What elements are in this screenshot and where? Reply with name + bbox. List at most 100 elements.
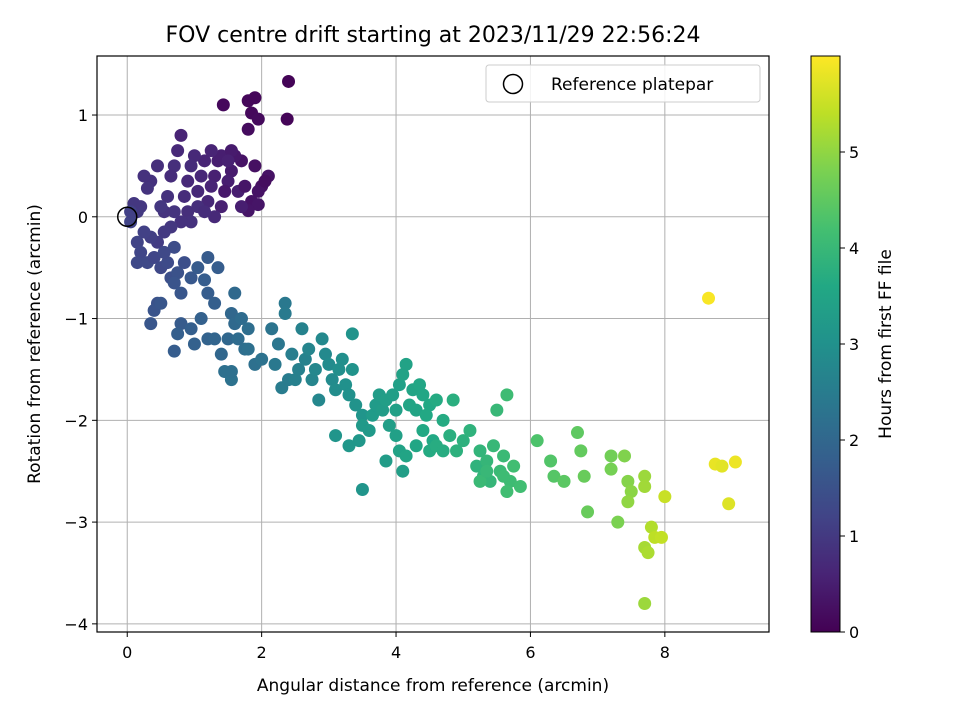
data-point (184, 322, 198, 336)
data-point (164, 169, 178, 183)
data-point (456, 434, 470, 448)
data-point (641, 546, 655, 560)
data-point (409, 439, 423, 453)
data-point (715, 459, 729, 473)
data-point (507, 459, 521, 473)
data-point (386, 388, 400, 402)
y-axis-label: Rotation from reference (arcmin) (25, 204, 45, 484)
colorbar-tick-label: 3 (849, 335, 859, 354)
data-point (251, 198, 265, 212)
legend-box (485, 64, 761, 103)
data-point (198, 154, 212, 168)
data-point (638, 469, 652, 483)
data-point (282, 74, 296, 88)
data-point (241, 122, 255, 136)
data-point (251, 112, 265, 126)
data-point (450, 444, 464, 458)
data-point (644, 520, 658, 534)
data-point (429, 393, 443, 407)
data-point (171, 327, 185, 341)
data-point (308, 362, 322, 376)
data-point (234, 200, 248, 214)
data-point (174, 128, 188, 142)
data-point (335, 352, 349, 366)
data-point (157, 245, 171, 259)
data-point (480, 464, 494, 478)
data-point (302, 342, 316, 356)
data-point (352, 434, 366, 448)
data-point (621, 474, 635, 488)
data-point (174, 317, 188, 331)
colorbar (810, 55, 841, 633)
data-point (486, 439, 500, 453)
data-point (342, 439, 356, 453)
data-point (292, 362, 306, 376)
data-point (342, 388, 356, 402)
data-point (366, 408, 380, 422)
data-point (208, 169, 222, 183)
data-point (204, 179, 218, 193)
data-point (409, 403, 423, 417)
data-point (255, 352, 269, 366)
colorbar-tick-label: 4 (849, 239, 859, 258)
data-point (231, 332, 245, 346)
data-point (500, 485, 514, 499)
data-point (355, 483, 369, 497)
data-point (150, 159, 164, 173)
data-point (345, 362, 359, 376)
data-point (224, 144, 238, 158)
data-point (154, 296, 168, 310)
data-point (513, 479, 527, 493)
data-point (224, 306, 238, 320)
data-point (171, 266, 185, 280)
data-point (436, 444, 450, 458)
data-point (224, 164, 238, 178)
data-point (177, 189, 191, 203)
data-point (187, 149, 201, 163)
y-tick-label: 1 (78, 106, 88, 125)
data-point (194, 169, 208, 183)
data-point (312, 393, 326, 407)
y-tick-label: −1 (64, 310, 88, 329)
data-point (329, 429, 343, 443)
colorbar-ticks: 0 1 2 3 4 5 (840, 143, 859, 642)
data-point (177, 256, 191, 270)
data-point (702, 291, 716, 305)
data-point (181, 174, 195, 188)
data-point (208, 210, 222, 224)
chart-title: FOV centre drift starting at 2023/11/29 … (166, 23, 701, 48)
data-point (413, 378, 427, 392)
data-points (124, 74, 742, 611)
legend: Reference platepar (485, 64, 761, 103)
data-point (271, 337, 285, 351)
data-point (339, 378, 353, 392)
y-tick-label: 0 (78, 208, 88, 227)
data-point (416, 424, 430, 438)
data-point (248, 159, 262, 173)
data-point (234, 312, 248, 326)
data-point (345, 327, 359, 341)
data-point (654, 530, 668, 544)
data-point (618, 449, 632, 463)
data-point (280, 112, 294, 126)
data-point (191, 184, 205, 198)
data-point (497, 469, 511, 483)
data-point (167, 276, 181, 290)
data-point (201, 195, 215, 209)
data-point (728, 455, 742, 469)
data-point (241, 322, 255, 336)
data-point (382, 418, 396, 432)
data-point (218, 184, 232, 198)
x-axis-label: Angular distance from reference (arcmin) (257, 676, 609, 696)
data-point (547, 469, 561, 483)
data-point (399, 449, 413, 463)
y-tick-label: −4 (64, 615, 88, 634)
data-point (399, 357, 413, 371)
data-point (167, 240, 181, 254)
x-tick-label: 4 (391, 643, 401, 662)
data-point (187, 337, 201, 351)
data-point (191, 261, 205, 275)
x-tick-label: 6 (525, 643, 535, 662)
data-point (295, 322, 309, 336)
data-point (144, 317, 158, 331)
